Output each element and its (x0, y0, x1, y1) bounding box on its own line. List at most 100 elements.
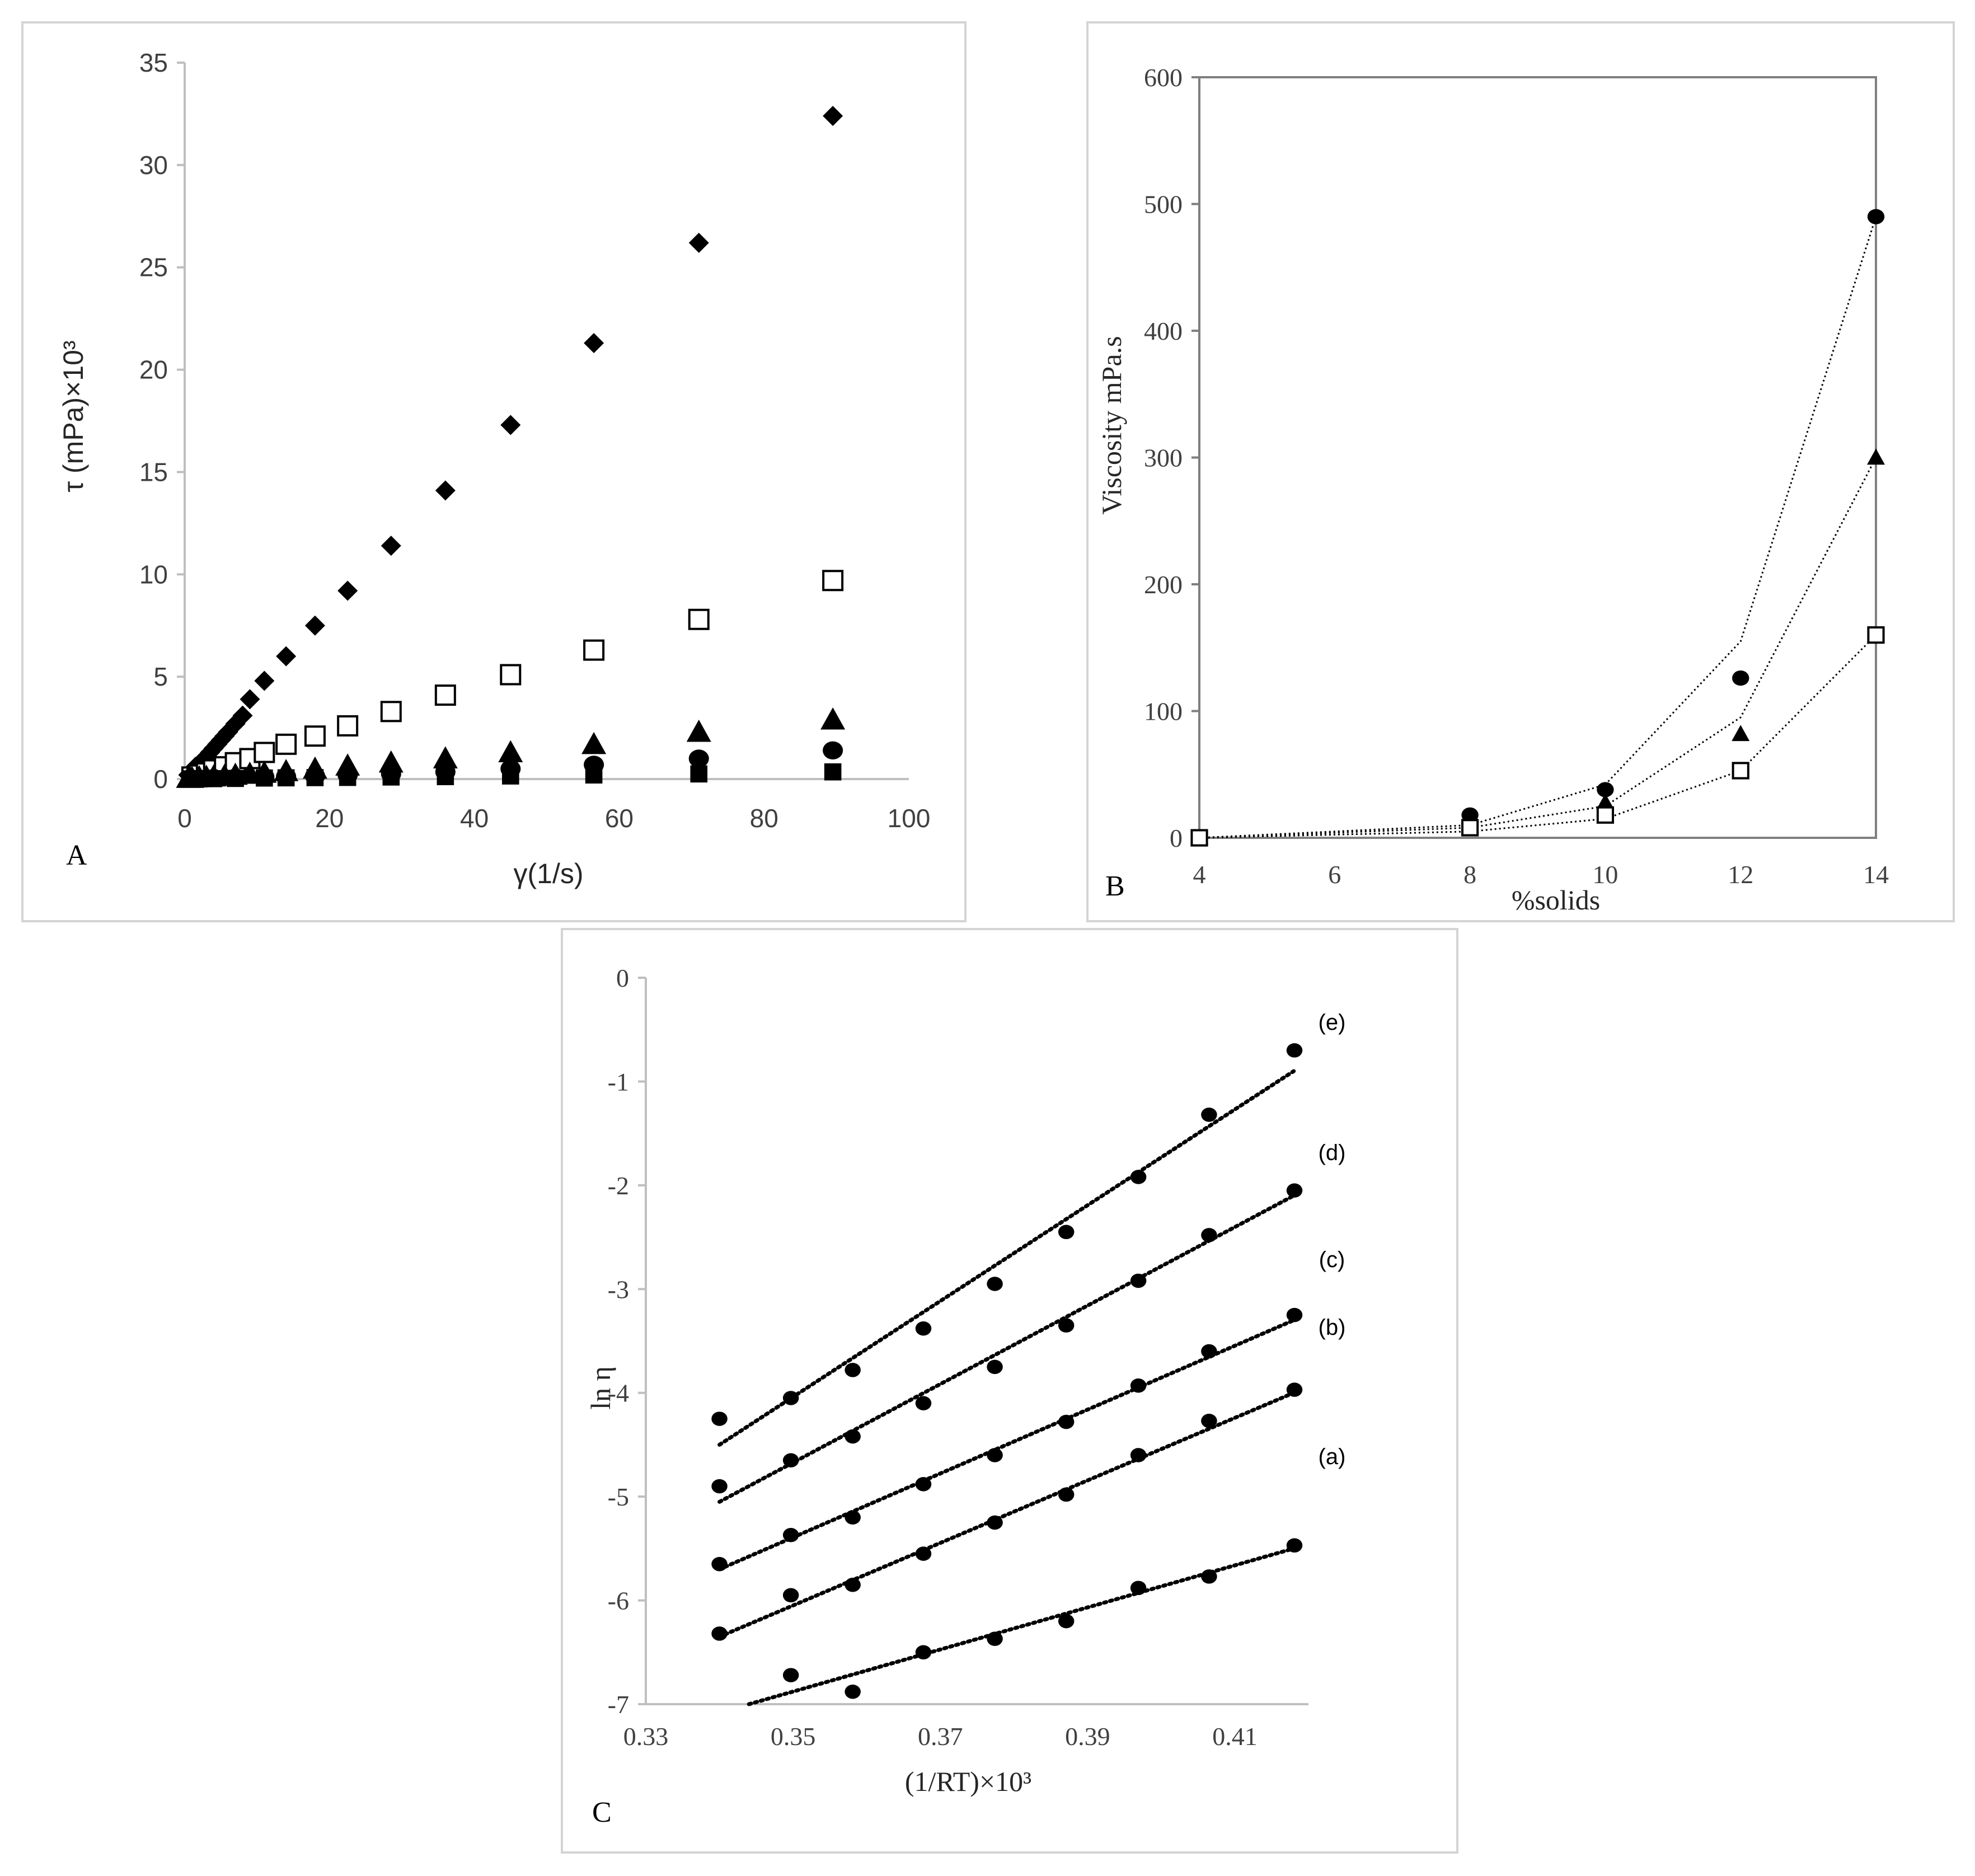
data-point (711, 1626, 728, 1641)
x-tick-label: 100 (888, 804, 931, 833)
fit-line (717, 1069, 1296, 1447)
y-tick-label: -6 (608, 1587, 629, 1615)
data-point (500, 664, 522, 686)
data-point (1130, 1580, 1147, 1596)
data-point (915, 1546, 932, 1561)
data-point (1732, 762, 1749, 780)
data-point (304, 615, 325, 636)
series-square-open (1190, 626, 1885, 847)
data-point (690, 765, 708, 783)
data-point (581, 731, 607, 754)
data-point (337, 715, 359, 737)
data-point (1286, 1043, 1303, 1058)
y-tick-label: 20 (139, 355, 168, 384)
fit-line (717, 1391, 1296, 1639)
x-tick-label: 0.35 (771, 1722, 816, 1751)
data-point (1461, 807, 1479, 823)
data-point (915, 1396, 932, 1411)
data-point (782, 1453, 799, 1467)
y-tick-label: 0 (1170, 824, 1183, 852)
data-point (498, 740, 523, 763)
data-point (382, 768, 400, 786)
x-tick-label: 0.37 (918, 1722, 963, 1751)
x-tick-label: 20 (315, 804, 344, 833)
data-point (782, 1668, 799, 1682)
data-point (381, 536, 401, 556)
series-label: (d) (1319, 1141, 1346, 1165)
panel-c-frame (561, 928, 1458, 1854)
x-tick-label: 60 (605, 804, 634, 833)
panel-a-ylabel: τ (mPa)×10³ (58, 340, 89, 492)
x-tick-label: 80 (750, 804, 778, 833)
data-point (823, 106, 843, 126)
y-tick-label: -4 (608, 1379, 629, 1408)
x-tick-label: 4 (1193, 860, 1206, 889)
data-point (688, 749, 709, 768)
y-tick-label: 25 (139, 253, 168, 282)
data-point (190, 770, 208, 787)
y-tick-label: 0 (616, 964, 629, 992)
data-point (1867, 209, 1885, 224)
y-tick-label: 35 (139, 48, 168, 77)
data-point (1597, 782, 1614, 798)
data-point (433, 746, 458, 769)
x-tick-label: 12 (1728, 860, 1753, 889)
data-point (1596, 793, 1615, 810)
y-tick-label: 600 (1144, 63, 1183, 92)
data-point (820, 707, 846, 730)
data-point (1867, 448, 1885, 465)
data-point (782, 1391, 799, 1405)
series-diamond-filled (178, 106, 843, 785)
data-point (277, 769, 295, 787)
data-point (1286, 1307, 1303, 1322)
data-point (1867, 626, 1885, 644)
data-point (1201, 1228, 1217, 1242)
data-point (1058, 1487, 1075, 1502)
data-point (782, 1528, 799, 1542)
data-point (227, 770, 244, 787)
y-tick-label: 0 (153, 765, 168, 794)
panel-c-letter: C (592, 1797, 612, 1828)
panel-b-letter: B (1105, 870, 1125, 902)
y-tick-label: 10 (139, 560, 168, 589)
panel-a-xlabel: γ(1/s) (514, 858, 584, 889)
y-tick-label: 400 (1144, 317, 1183, 345)
data-point (275, 733, 297, 755)
series-square-filled (183, 763, 842, 787)
panel-b-ylabel: Viscosity mPa.s (1096, 336, 1127, 514)
data-point (1286, 1382, 1303, 1397)
data-point (987, 1448, 1003, 1462)
panel-c-xlabel: (1/RT)×10³ (905, 1766, 1031, 1797)
data-point (686, 719, 711, 742)
data-point (304, 725, 326, 747)
data-point (987, 1277, 1003, 1291)
data-point (845, 1578, 861, 1592)
y-tick-label: 500 (1144, 190, 1183, 219)
x-tick-label: 40 (460, 804, 489, 833)
data-point (987, 1631, 1003, 1646)
data-point (434, 684, 456, 706)
data-point (915, 1477, 932, 1492)
data-point (1286, 1538, 1303, 1553)
data-point (711, 1411, 728, 1426)
data-point (1058, 1225, 1075, 1240)
data-point (337, 580, 358, 601)
y-tick-label: 300 (1144, 444, 1183, 472)
data-point (1461, 819, 1479, 837)
data-point (254, 742, 275, 763)
data-point (240, 689, 260, 710)
y-tick-label: 15 (139, 457, 168, 486)
data-point (584, 333, 604, 354)
series-c (711, 1307, 1303, 1572)
data-point (845, 1429, 861, 1444)
panel-c-chart: 0 -1 -2 -3 -4 -5 -6 -7 0.33 0.35 0.37 0.39 0.41 (e) (d… (608, 964, 1346, 1751)
data-point (380, 701, 402, 723)
data-point (1201, 1569, 1217, 1584)
data-point (845, 1684, 861, 1699)
y-tick-label: -2 (608, 1171, 629, 1200)
data-point (1596, 806, 1615, 824)
series-e (711, 1043, 1303, 1447)
x-tick-label: 14 (1863, 860, 1889, 889)
y-tick-label: -7 (608, 1690, 629, 1719)
